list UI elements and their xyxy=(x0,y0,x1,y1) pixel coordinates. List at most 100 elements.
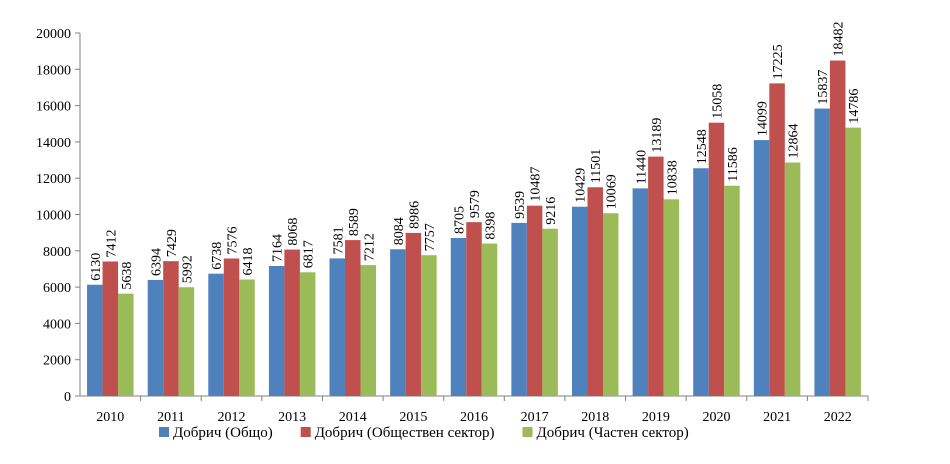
data-label: 7757 xyxy=(423,223,438,251)
y-tick-label: 18000 xyxy=(36,63,71,78)
y-tick-label: 8000 xyxy=(43,245,71,260)
x-tick-label: 2015 xyxy=(399,410,427,425)
data-label: 9539 xyxy=(513,191,528,219)
bar xyxy=(450,238,467,396)
data-label: 7212 xyxy=(362,233,377,261)
bar xyxy=(648,156,664,396)
bar xyxy=(87,284,103,396)
bar xyxy=(284,249,300,396)
bar xyxy=(118,293,134,396)
y-axis: 0 2000 4000 6000 8000 10000 12000 14000 16000 180… xyxy=(36,27,81,405)
legend-swatch xyxy=(300,427,311,437)
data-label: 14099 xyxy=(756,101,771,136)
bar xyxy=(345,240,361,396)
bar xyxy=(421,255,437,396)
data-label: 17225 xyxy=(771,44,786,79)
x-tick-label: 2012 xyxy=(218,410,246,425)
legend-item: Добрич (Общо) xyxy=(159,425,273,441)
data-label: 9216 xyxy=(544,197,559,225)
legend-label: Добрич (Обществен сектор) xyxy=(315,425,495,441)
bar xyxy=(208,273,224,396)
x-tick-label: 2017 xyxy=(521,410,549,425)
y-tick-label: 4000 xyxy=(43,317,71,332)
bar xyxy=(663,199,680,396)
x-tick-label: 2020 xyxy=(702,410,730,425)
x-tick-label: 2011 xyxy=(157,410,184,425)
bar xyxy=(360,265,377,396)
bar xyxy=(769,83,785,397)
bar xyxy=(814,108,830,397)
y-tick-label: 0 xyxy=(64,390,71,405)
data-label: 6130 xyxy=(89,253,104,281)
data-label: 11501 xyxy=(589,149,604,183)
bar xyxy=(178,287,195,396)
data-label: 5638 xyxy=(120,262,135,290)
data-label: 11586 xyxy=(726,147,741,181)
y-tick-label: 14000 xyxy=(36,136,71,151)
legend-swatch xyxy=(522,427,533,437)
data-label: 8084 xyxy=(392,217,407,245)
data-label: 8589 xyxy=(347,208,362,236)
y-tick-label: 2000 xyxy=(43,354,71,369)
data-label: 10487 xyxy=(529,167,544,202)
data-label: 11440 xyxy=(634,150,649,184)
y-tick-label: 20000 xyxy=(36,27,71,42)
x-tick-label: 2021 xyxy=(763,410,791,425)
x-tick-label: 2014 xyxy=(339,410,367,425)
x-tick-label: 2016 xyxy=(460,410,488,425)
y-tick-label: 6000 xyxy=(43,281,71,296)
legend-label: Добрич (Общо) xyxy=(173,425,273,441)
y-tick-label: 16000 xyxy=(36,100,71,115)
bar xyxy=(147,279,164,396)
data-label: 8398 xyxy=(484,212,499,240)
data-label: 15058 xyxy=(710,84,725,119)
y-tick-label: 12000 xyxy=(36,172,71,187)
bar xyxy=(845,127,861,397)
x-tick-label: 2022 xyxy=(824,410,852,425)
x-axis: 2010 2011 2012 2013 2014 2015 2016 2017 2018 2019… xyxy=(80,395,869,425)
bar xyxy=(724,185,740,396)
bar xyxy=(693,168,709,396)
bar xyxy=(571,206,588,396)
data-label: 18482 xyxy=(832,22,847,57)
y-tick-label: 10000 xyxy=(36,209,71,224)
bar xyxy=(299,272,316,396)
data-label: 10429 xyxy=(574,168,589,203)
data-label: 7581 xyxy=(331,226,346,254)
bar xyxy=(390,249,406,396)
bar xyxy=(587,187,603,396)
legend: Добрич (Общо) Добрич (Обществен сектор) До… xyxy=(159,425,689,441)
data-label: 7429 xyxy=(165,229,180,257)
legend-item: Добрич (Обществен сектор) xyxy=(300,425,495,441)
x-tick-label: 2018 xyxy=(581,410,609,425)
bar xyxy=(102,261,119,396)
bar xyxy=(466,222,482,396)
bar xyxy=(708,122,725,396)
data-label: 7164 xyxy=(271,234,286,262)
bar xyxy=(602,213,619,396)
legend-item: Добрич (Частен сектор) xyxy=(522,425,689,441)
bar xyxy=(223,258,240,396)
x-tick-label: 2013 xyxy=(278,410,306,425)
data-label: 9579 xyxy=(468,190,483,218)
x-tick-label: 2010 xyxy=(96,410,124,425)
bar xyxy=(481,243,498,396)
data-label: 6817 xyxy=(302,240,317,268)
data-label: 8705 xyxy=(453,206,468,234)
bar xyxy=(632,188,649,396)
data-label: 6394 xyxy=(149,248,164,276)
data-label: 13189 xyxy=(650,118,665,153)
bar xyxy=(542,228,558,396)
data-label: 7412 xyxy=(104,229,119,257)
data-label: 12548 xyxy=(695,129,710,164)
data-label: 6418 xyxy=(241,248,256,276)
x-tick-label: 2019 xyxy=(642,410,670,425)
data-label: 6738 xyxy=(210,242,225,270)
bar xyxy=(268,265,285,396)
data-label: 7576 xyxy=(226,226,241,254)
bar xyxy=(829,60,846,397)
data-label: 14786 xyxy=(847,89,862,124)
bar xyxy=(239,279,255,396)
